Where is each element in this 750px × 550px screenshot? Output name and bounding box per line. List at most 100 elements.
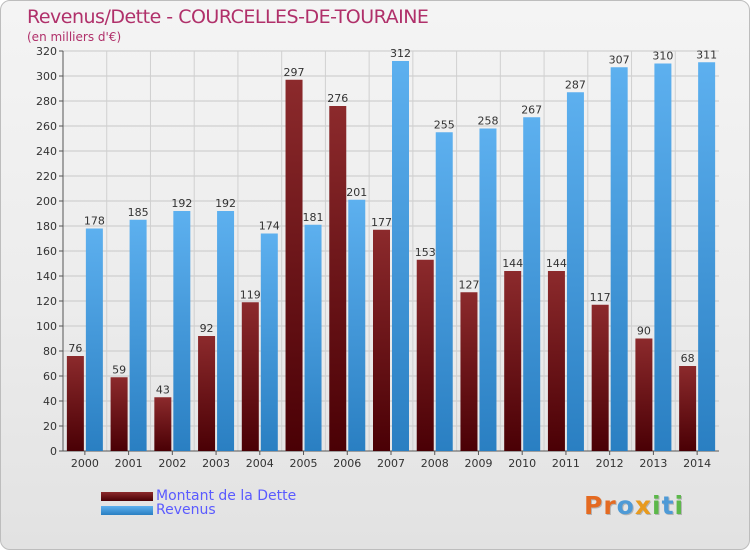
data-label-revenus-2002: 192 <box>171 197 192 210</box>
bar-revenus-2004 <box>260 233 278 451</box>
bar-dette-2000 <box>66 356 84 451</box>
data-label-dette-2012: 117 <box>590 291 611 304</box>
bar-dette-2009 <box>460 292 478 451</box>
bar-revenus-2009 <box>479 128 497 451</box>
y-tick-label-120: 120 <box>36 295 57 308</box>
chart-title: Revenus/Dette - COURCELLES-DE-TOURAINE <box>27 6 429 28</box>
data-label-revenus-2012: 307 <box>609 53 630 66</box>
data-label-revenus-2000: 178 <box>84 215 105 228</box>
data-label-dette-2000: 76 <box>68 342 82 355</box>
data-label-revenus-2014: 311 <box>696 48 717 61</box>
x-tick-label-2004: 2004 <box>246 457 274 470</box>
data-label-revenus-2008: 255 <box>434 118 455 131</box>
x-tick-label-2007: 2007 <box>377 457 405 470</box>
data-label-revenus-2010: 267 <box>521 103 542 116</box>
chart-subtitle: (en milliers d'€) <box>27 30 122 44</box>
y-tick-label-0: 0 <box>50 445 57 458</box>
y-tick-label-260: 260 <box>36 120 57 133</box>
data-label-dette-2004: 119 <box>240 288 261 301</box>
bar-revenus-2000 <box>85 228 103 451</box>
y-tick-label-60: 60 <box>43 370 57 383</box>
data-label-dette-2005: 297 <box>284 66 305 79</box>
bar-revenus-2006 <box>348 199 366 451</box>
proxiti-logo: Proxiti <box>584 491 684 520</box>
bar-dette-2002 <box>154 397 172 451</box>
data-label-dette-2003: 92 <box>200 322 214 335</box>
bar-dette-2010 <box>504 271 522 451</box>
data-label-revenus-2006: 201 <box>346 186 367 199</box>
x-tick-label-2013: 2013 <box>639 457 667 470</box>
y-tick-label-20: 20 <box>43 420 57 433</box>
data-label-revenus-2009: 258 <box>477 115 498 128</box>
bar-revenus-2010 <box>523 117 541 451</box>
y-tick-label-100: 100 <box>36 320 57 333</box>
data-label-revenus-2011: 287 <box>565 78 586 91</box>
x-tick-label-2003: 2003 <box>202 457 230 470</box>
bar-dette-2006 <box>329 106 347 451</box>
bar-dette-2005 <box>285 79 303 451</box>
logo-letter-6: i <box>674 491 685 520</box>
bar-dette-2001 <box>110 377 128 451</box>
data-label-dette-2009: 127 <box>458 278 479 291</box>
data-label-dette-2002: 43 <box>156 383 170 396</box>
x-tick-label-2002: 2002 <box>158 457 186 470</box>
bar-revenus-2011 <box>566 92 584 451</box>
bar-revenus-2002 <box>173 211 191 451</box>
logo-letter-3: x <box>634 491 652 520</box>
y-tick-label-280: 280 <box>36 95 57 108</box>
logo-letter-4: i <box>652 491 662 520</box>
data-label-dette-2013: 90 <box>637 325 651 338</box>
bar-revenus-2003 <box>217 211 235 451</box>
data-label-dette-2006: 276 <box>327 92 348 105</box>
bar-revenus-2012 <box>610 67 628 451</box>
x-tick-label-2008: 2008 <box>421 457 449 470</box>
x-tick-label-2005: 2005 <box>290 457 318 470</box>
legend-label-revenus: Revenus <box>156 502 216 518</box>
bar-dette-2012 <box>591 304 609 451</box>
legend-swatch-dette <box>101 491 153 501</box>
data-label-revenus-2007: 312 <box>390 47 411 60</box>
data-labels: 76 178 59 185 43 192 92 192 119 174 297 181 276 201 17… <box>68 47 717 396</box>
bar-revenus-2001 <box>129 219 147 451</box>
data-label-revenus-2005: 181 <box>303 211 324 224</box>
y-tick-label-140: 140 <box>36 270 57 283</box>
data-label-dette-2014: 68 <box>681 352 695 365</box>
bar-revenus-2007 <box>392 61 409 451</box>
bars <box>66 61 716 451</box>
axes: 0 20 40 60 80 100 120 140 160 180 200 220 240 260 280 3… <box>36 45 719 470</box>
logo-letter-0: P <box>584 491 604 520</box>
bar-revenus-2008 <box>435 132 453 451</box>
logo-letter-1: r <box>603 491 617 520</box>
bar-revenus-2005 <box>304 224 322 451</box>
bar-dette-2007 <box>373 229 390 451</box>
legend-item-revenus: Revenus <box>101 503 216 517</box>
y-tick-label-80: 80 <box>43 345 57 358</box>
y-tick-label-40: 40 <box>43 395 57 408</box>
y-tick-label-300: 300 <box>36 70 57 83</box>
x-tick-label-2001: 2001 <box>115 457 143 470</box>
x-tick-label-2011: 2011 <box>552 457 580 470</box>
y-tick-label-240: 240 <box>36 145 57 158</box>
data-label-revenus-2001: 185 <box>128 206 149 219</box>
legend-swatch-revenus <box>101 505 153 515</box>
legend-label-dette: Montant de la Dette <box>156 488 297 504</box>
grid-lines <box>63 50 719 452</box>
data-label-dette-2001: 59 <box>112 363 126 376</box>
bar-dette-2014 <box>679 366 697 451</box>
bar-dette-2004 <box>241 302 259 451</box>
data-label-dette-2010: 144 <box>502 257 523 270</box>
y-tick-label-180: 180 <box>36 220 57 233</box>
data-label-dette-2007: 177 <box>371 216 392 229</box>
y-tick-label-200: 200 <box>36 195 57 208</box>
data-label-dette-2011: 144 <box>546 257 567 270</box>
bar-dette-2008 <box>416 259 434 451</box>
x-tick-label-2009: 2009 <box>464 457 492 470</box>
x-tick-label-2012: 2012 <box>596 457 624 470</box>
logo-letter-5: t <box>661 491 675 520</box>
logo-letter-2: o <box>616 491 635 520</box>
data-label-revenus-2003: 192 <box>215 197 236 210</box>
legend-item-dette: Montant de la Dette <box>101 489 296 503</box>
x-tick-label-2006: 2006 <box>333 457 361 470</box>
